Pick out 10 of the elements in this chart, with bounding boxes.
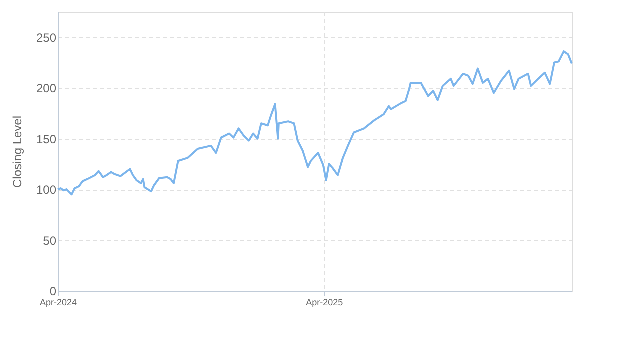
line-series (57, 50, 573, 196)
y-tick-label: 250 (36, 30, 57, 45)
x-tick-label: Apr-2024 (40, 298, 78, 308)
y-axis-title: Closing Level (10, 116, 24, 188)
y-tick-label: 50 (43, 234, 57, 248)
y-tick-label: 200 (36, 82, 57, 96)
x-tick-label: Apr-2025 (306, 298, 344, 308)
y-tick-label: 100 (36, 183, 57, 198)
y-tick-label: 150 (36, 132, 57, 146)
y-tick-label: 0 (50, 284, 57, 298)
